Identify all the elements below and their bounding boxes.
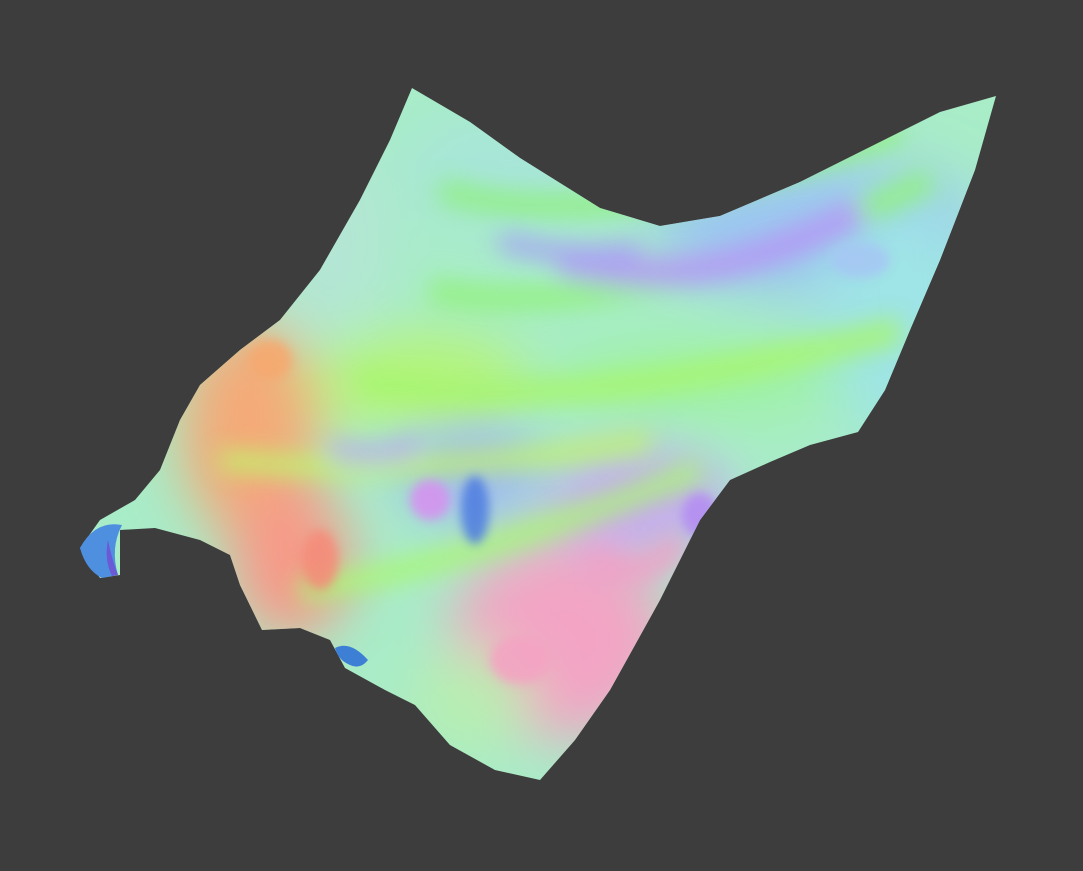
curled-edge-bottom bbox=[335, 645, 368, 667]
curled-edge-left bbox=[80, 524, 122, 578]
